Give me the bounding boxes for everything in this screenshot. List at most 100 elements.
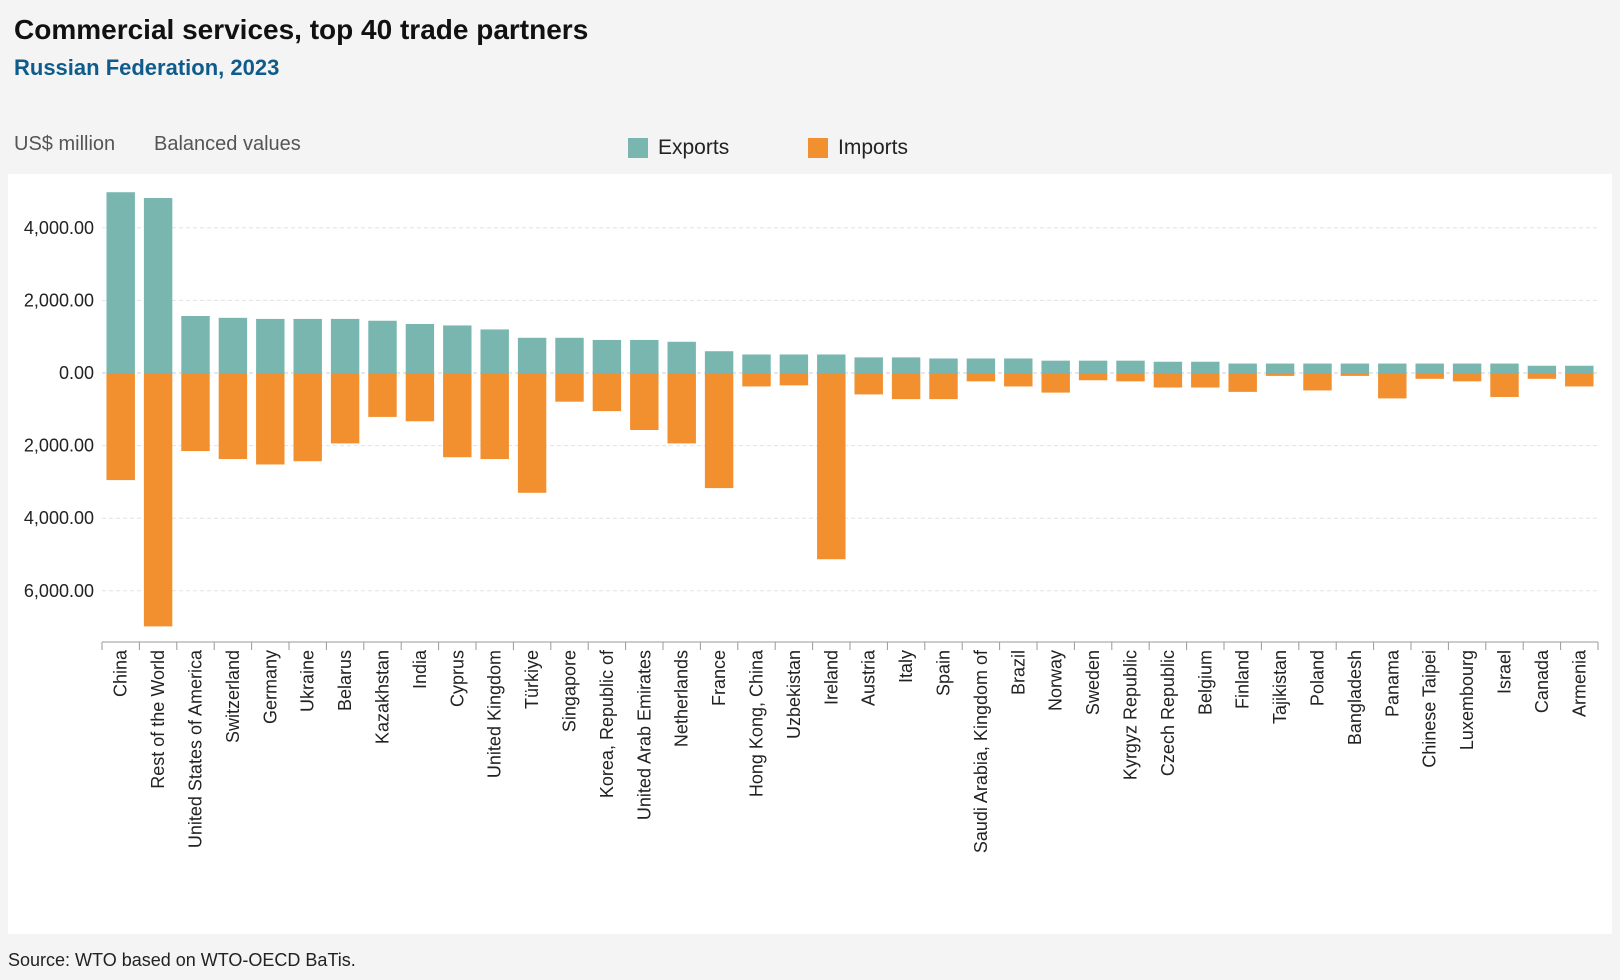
export-bar xyxy=(630,339,659,373)
x-tick-label: Luxembourg xyxy=(1457,650,1477,750)
export-bar xyxy=(1340,363,1370,373)
export-bar xyxy=(143,198,173,373)
x-tick-label: Poland xyxy=(1308,650,1328,706)
export-bar xyxy=(1078,360,1108,373)
export-bar xyxy=(817,354,846,373)
x-tick-label: Chinese Taipei xyxy=(1420,650,1440,768)
x-tick-label: Ireland xyxy=(821,650,841,705)
export-bar xyxy=(966,358,996,373)
import-bar xyxy=(1004,373,1033,387)
export-bar xyxy=(1191,361,1220,373)
import-bar xyxy=(1490,373,1519,397)
import-bar xyxy=(256,373,285,465)
x-tick-label: Czech Republic xyxy=(1158,650,1178,776)
legend-imports-label: Imports xyxy=(838,136,909,159)
unit-label: US$ million xyxy=(14,133,116,155)
import-bar xyxy=(1415,373,1444,379)
export-bar xyxy=(1265,363,1295,373)
import-bar xyxy=(742,373,771,387)
import-bar xyxy=(1116,373,1145,382)
x-tick-label: Hong Kong, China xyxy=(747,649,767,797)
x-tick-label: Kazakhstan xyxy=(373,650,393,744)
x-tick-label: Armenia xyxy=(1569,649,1589,717)
x-tick-label: Canada xyxy=(1532,649,1552,713)
x-tick-label: Bangladesh xyxy=(1345,650,1365,745)
export-bar xyxy=(1527,365,1557,373)
import-bar xyxy=(592,373,622,412)
export-bar xyxy=(1490,363,1519,373)
import-bar xyxy=(1378,373,1407,399)
export-bar xyxy=(667,341,696,373)
exports-swatch xyxy=(628,138,648,158)
x-tick-label: Saudi Arabia, Kingdom of xyxy=(971,649,991,853)
import-bar xyxy=(517,373,547,493)
x-tick-label: Finland xyxy=(1233,650,1253,709)
x-tick-label: France xyxy=(709,650,729,706)
x-tick-label: China xyxy=(111,649,131,697)
x-tick-label: Belgium xyxy=(1195,650,1215,715)
export-bar xyxy=(779,354,809,373)
x-tick-label: Spain xyxy=(934,650,954,696)
import-bar xyxy=(966,373,996,382)
import-bar xyxy=(368,373,397,417)
export-bar xyxy=(1004,358,1033,373)
x-tick-label: United Kingdom xyxy=(485,650,505,778)
import-bar xyxy=(293,373,322,462)
import-bar xyxy=(106,373,135,481)
x-tick-label: Uzbekistan xyxy=(784,650,804,739)
export-bar xyxy=(1565,365,1594,373)
chart-title: Commercial services, top 40 trade partne… xyxy=(14,14,589,45)
x-tick-label: Norway xyxy=(1046,650,1066,711)
import-bar xyxy=(929,373,958,400)
import-bar xyxy=(443,373,472,458)
x-tick-label: United Arab Emirates xyxy=(634,650,654,820)
export-bar xyxy=(592,339,622,373)
export-bar xyxy=(704,351,734,373)
export-bar xyxy=(480,329,509,373)
x-tick-label: Tajikistan xyxy=(1270,650,1290,724)
export-bar xyxy=(1041,360,1070,373)
export-bar xyxy=(1415,363,1444,373)
import-bar xyxy=(1565,373,1594,387)
export-bar xyxy=(929,358,958,373)
x-tick-label: Panama xyxy=(1382,649,1402,717)
x-tick-label: Germany xyxy=(260,650,280,724)
export-bar xyxy=(218,317,248,373)
export-bar xyxy=(405,323,435,373)
export-bar xyxy=(443,325,472,373)
x-tick-label: Ukraine xyxy=(298,650,318,712)
import-bar xyxy=(817,373,846,560)
chart-subtitle: Russian Federation, 2023 xyxy=(14,55,280,80)
source-note: Source: WTO based on WTO-OECD BaTis. xyxy=(8,950,356,970)
y-tick-label: 4,000.00 xyxy=(24,218,94,238)
x-tick-label: Rest of the World xyxy=(148,650,168,789)
import-bar xyxy=(667,373,696,444)
y-tick-label: 2,000.00 xyxy=(24,290,94,310)
legend-exports[interactable]: Exports xyxy=(628,136,729,160)
x-tick-label: Singapore xyxy=(560,650,580,732)
import-bar xyxy=(1452,373,1482,382)
x-tick-label: Brazil xyxy=(1008,650,1028,695)
import-bar xyxy=(1078,373,1108,381)
mode-label: Balanced values xyxy=(154,133,301,155)
export-bar xyxy=(742,354,771,373)
x-tick-label: Switzerland xyxy=(223,650,243,743)
export-bar xyxy=(891,357,921,373)
import-bar xyxy=(891,373,921,400)
export-bar xyxy=(1452,363,1482,373)
import-bar xyxy=(1527,373,1557,379)
import-bar xyxy=(405,373,435,422)
import-bar xyxy=(181,373,210,452)
x-tick-label: Korea, Republic of xyxy=(597,649,617,798)
imports-swatch xyxy=(808,138,828,158)
legend-imports[interactable]: Imports xyxy=(808,136,908,160)
import-bar xyxy=(480,373,509,460)
x-tick-label: Israel xyxy=(1495,650,1515,694)
export-bar xyxy=(256,318,285,373)
x-tick-label: Sweden xyxy=(1083,650,1103,715)
y-tick-label: 0.00 xyxy=(59,363,94,383)
export-bar xyxy=(1116,360,1145,373)
export-bar xyxy=(555,337,584,373)
export-bar xyxy=(293,318,322,373)
